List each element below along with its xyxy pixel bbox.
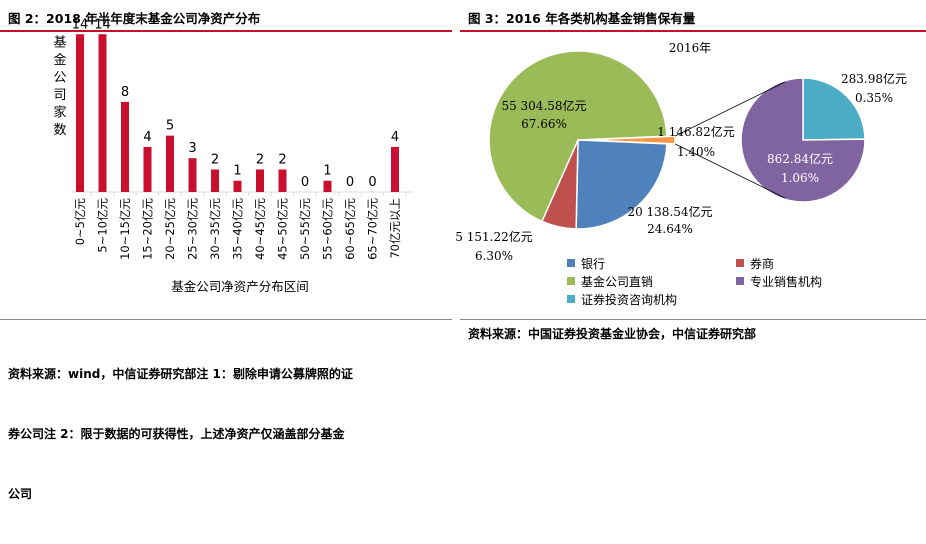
bar	[188, 158, 197, 192]
bar-data-label: 2	[278, 152, 286, 167]
pie-slice	[575, 139, 668, 230]
bar-data-label: 1	[323, 164, 331, 179]
x-tick-label: 70亿元以上	[388, 198, 402, 259]
bar-data-label: 14	[72, 17, 89, 32]
x-tick-label: 45~50亿元	[276, 198, 290, 260]
right-source-note: 资料来源：中国证券投资基金业协会，中信证券研究部	[468, 327, 757, 341]
pie-value-label: 20 138.54亿元	[627, 204, 712, 219]
breakout-percent-label: 0.35%	[855, 91, 893, 105]
pie-percent-label: 24.64%	[647, 222, 693, 236]
x-tick-label: 10~15亿元	[118, 198, 132, 260]
pie-percent-label: 67.66%	[521, 117, 567, 131]
breakout-value-label: 283.98亿元	[841, 71, 907, 86]
x-tick-label: 30~35亿元	[208, 198, 222, 260]
x-tick-label: 65~70亿元	[366, 198, 380, 260]
breakout-connector	[674, 81, 786, 137]
bar-data-label: 0	[368, 175, 376, 190]
bar	[278, 169, 287, 192]
right-source-rule	[460, 319, 926, 320]
bar	[98, 34, 107, 193]
x-tick-label: 50~55亿元	[298, 198, 312, 260]
pie-percent-label: 1.40%	[677, 145, 715, 159]
legend-swatch	[567, 277, 575, 285]
right-figure-panel: 图 3：2016 年各类机构基金销售保有量 2016年 55 304.58亿元 67…	[455, 0, 926, 400]
legend-swatch	[567, 295, 575, 303]
pie-value-label: 5 151.22亿元	[455, 229, 532, 244]
x-tick-label: 15~20亿元	[141, 198, 155, 260]
breakout-value-label: 862.84亿元	[767, 151, 833, 166]
breakout-connector	[674, 143, 786, 199]
legend-label: 专业销售机构	[750, 274, 822, 289]
bar-data-label: 4	[143, 130, 151, 145]
x-tick-label: 20~25亿元	[163, 198, 177, 260]
left-figure-panel: 图 2：2018 年半年度末基金公司净资产分布 基金公司家数 14 0~5亿元 14 5…	[0, 0, 452, 501]
left-title-rule	[0, 30, 452, 32]
right-figure-title: 图 3：2016 年各类机构基金销售保有量	[468, 11, 696, 26]
bar-data-label: 5	[166, 119, 174, 134]
x-tick-label: 35~40亿元	[231, 198, 245, 260]
x-tick-label: 55~60亿元	[321, 198, 335, 260]
legend-swatch	[736, 259, 744, 267]
x-tick-label: 40~45亿元	[253, 198, 267, 260]
breakout-slice	[802, 77, 866, 141]
bar	[391, 146, 399, 192]
y-axis-label-char: 金	[53, 52, 66, 68]
pie-value-label: 1 146.82亿元	[657, 124, 734, 139]
right-title-rule	[460, 30, 926, 32]
left-source-note: 资料来源：wind，中信证券研究部注 1：剔除申请公募牌照的证 券公司注 2：限…	[8, 324, 448, 544]
bar-data-label: 0	[301, 175, 309, 190]
bar-data-label: 3	[188, 141, 196, 156]
legend-label: 证券投资咨询机构	[581, 292, 677, 307]
bar	[233, 180, 242, 192]
bar	[323, 180, 332, 192]
y-axis-label-char: 司	[53, 88, 66, 103]
bar	[121, 101, 129, 192]
bar	[256, 169, 264, 192]
y-axis-label-char: 公	[53, 70, 66, 85]
legend-swatch	[567, 259, 575, 267]
breakout-percent-label: 1.06%	[781, 171, 819, 185]
pie-chart: 2016年 55 304.58亿元 67.66% 1 146.82亿元 1.40% 20 …	[455, 41, 907, 307]
bar-chart: 基金公司家数140~5亿元145~10亿元810~15亿元415~20亿元520…	[53, 17, 412, 294]
x-tick-label: 0~5亿元	[73, 198, 87, 246]
pie-value-label: 55 304.58亿元	[501, 98, 586, 113]
bar-data-label: 2	[211, 152, 219, 167]
legend-label: 银行	[581, 257, 605, 271]
x-axis-label: 基金公司净资产分布区间	[171, 279, 309, 294]
breakout-slice	[740, 77, 866, 203]
bar-data-label: 2	[256, 152, 264, 167]
x-tick-label: 5~10亿元	[96, 198, 110, 253]
pie-percent-label: 6.30%	[475, 249, 513, 263]
left-figure-title: 图 2：2018 年半年度末基金公司净资产分布	[8, 11, 261, 26]
legend-swatch	[736, 277, 744, 285]
left-source-line-3: 公司	[8, 487, 33, 501]
bar	[211, 169, 219, 192]
bar-data-label: 4	[391, 130, 399, 145]
pie-slice	[488, 50, 668, 223]
x-tick-label: 25~30亿元	[186, 198, 200, 260]
y-axis-label-char: 数	[53, 123, 66, 138]
left-source-line-1: 资料来源：wind，中信证券研究部注 1：剔除申请公募牌照的证	[8, 367, 353, 381]
left-source-rule	[0, 319, 452, 320]
pie-title: 2016年	[669, 41, 712, 55]
y-axis-label-char: 基	[53, 35, 66, 50]
bar	[166, 135, 174, 192]
bar	[76, 34, 84, 193]
bar-data-label: 0	[346, 175, 354, 190]
left-source-line-2: 券公司注 2：限于数据的可获得性，上述净资产仅涵盖部分基金	[8, 427, 345, 441]
y-axis-label-char: 家	[53, 104, 66, 120]
legend-label: 券商	[750, 256, 774, 271]
legend-label: 基金公司直销	[581, 274, 653, 289]
bar-data-label: 8	[121, 85, 129, 100]
bar-data-label: 1	[233, 164, 241, 179]
x-tick-label: 60~65亿元	[343, 198, 357, 260]
bar	[143, 146, 152, 192]
pie-slice	[585, 135, 676, 145]
bar-data-label: 14	[94, 17, 111, 32]
